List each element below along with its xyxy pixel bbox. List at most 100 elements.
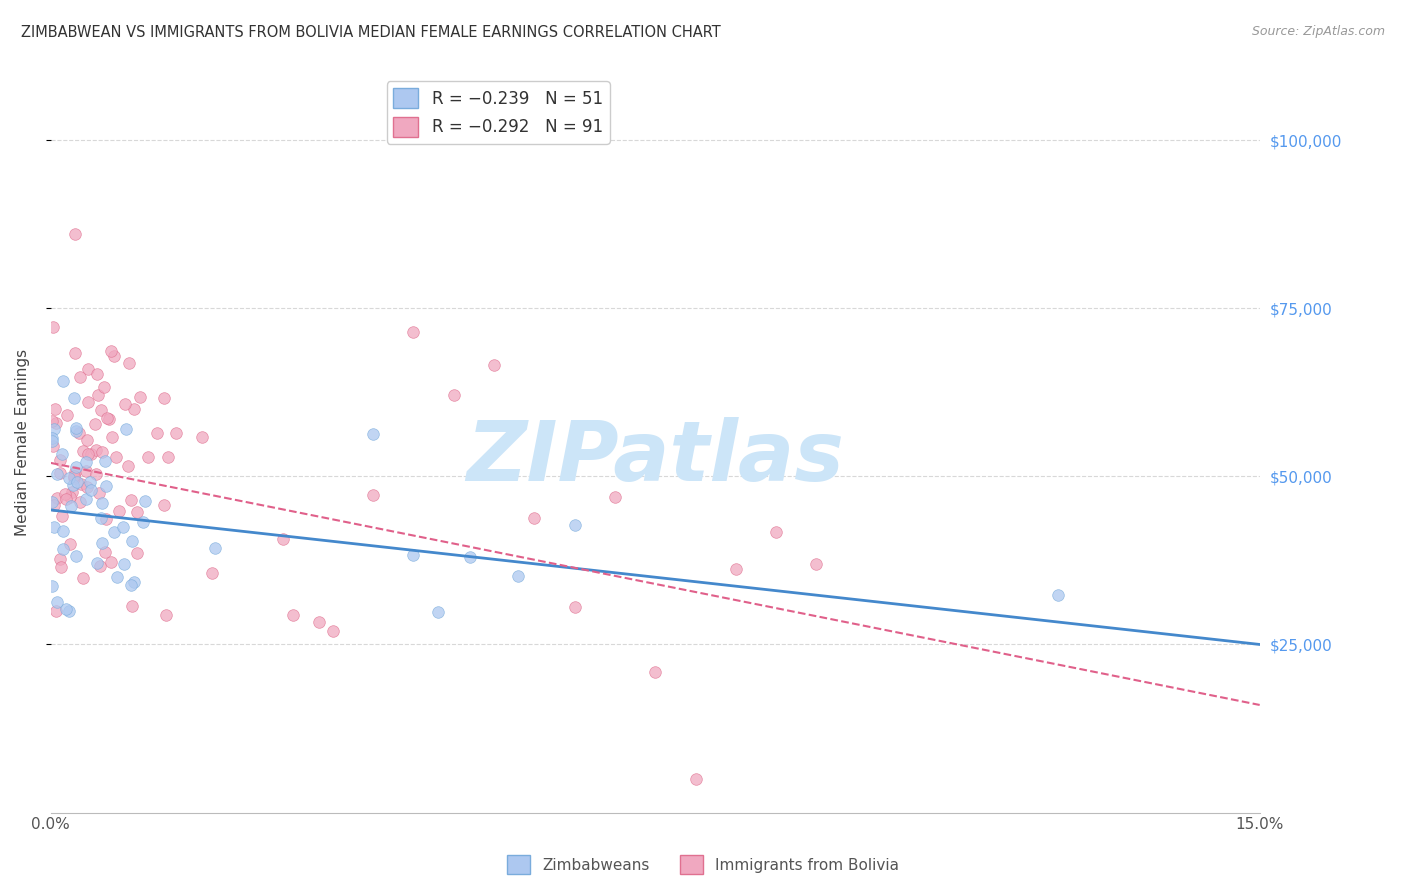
Point bbox=[402, 325, 425, 339]
Point bbox=[458, 549, 481, 564]
Point bbox=[482, 359, 505, 373]
Point bbox=[55, 602, 77, 616]
Point bbox=[134, 494, 156, 508]
Point bbox=[65, 460, 87, 475]
Point bbox=[55, 491, 77, 506]
Point bbox=[41, 434, 63, 449]
Point bbox=[93, 453, 115, 467]
Point bbox=[80, 447, 103, 461]
Point bbox=[58, 604, 80, 618]
Point bbox=[104, 450, 127, 464]
Point bbox=[91, 445, 114, 459]
Point bbox=[508, 569, 530, 583]
Point bbox=[308, 615, 330, 629]
Point bbox=[146, 425, 169, 440]
Point bbox=[426, 605, 449, 619]
Point bbox=[97, 412, 120, 426]
Point bbox=[94, 545, 117, 559]
Point bbox=[45, 416, 67, 430]
Point bbox=[63, 346, 86, 360]
Point bbox=[105, 570, 128, 584]
Text: ZIMBABWEAN VS IMMIGRANTS FROM BOLIVIA MEDIAN FEMALE EARNINGS CORRELATION CHART: ZIMBABWEAN VS IMMIGRANTS FROM BOLIVIA ME… bbox=[21, 25, 721, 40]
Point bbox=[46, 491, 69, 505]
Point bbox=[42, 320, 65, 334]
Point bbox=[79, 475, 101, 490]
Point bbox=[155, 608, 177, 623]
Point bbox=[63, 391, 86, 405]
Point bbox=[204, 541, 226, 555]
Point bbox=[87, 486, 110, 500]
Point bbox=[121, 599, 143, 613]
Point bbox=[118, 356, 141, 370]
Point bbox=[114, 422, 136, 436]
Point bbox=[80, 483, 103, 498]
Point bbox=[69, 495, 91, 509]
Point bbox=[121, 534, 143, 549]
Point bbox=[77, 447, 100, 461]
Point bbox=[87, 388, 110, 402]
Point bbox=[53, 487, 76, 501]
Point bbox=[281, 608, 304, 623]
Point bbox=[77, 395, 100, 409]
Point bbox=[48, 453, 70, 467]
Point bbox=[564, 599, 586, 614]
Text: Source: ZipAtlas.com: Source: ZipAtlas.com bbox=[1251, 25, 1385, 38]
Point bbox=[122, 575, 145, 590]
Legend: Zimbabweans, Immigrants from Bolivia: Zimbabweans, Immigrants from Bolivia bbox=[501, 849, 905, 880]
Point bbox=[644, 665, 666, 680]
Text: ZIPatlas: ZIPatlas bbox=[467, 417, 844, 498]
Point bbox=[361, 488, 384, 502]
Point bbox=[273, 532, 295, 546]
Point bbox=[66, 475, 89, 489]
Point bbox=[41, 414, 63, 428]
Point bbox=[191, 430, 214, 444]
Point bbox=[165, 425, 187, 440]
Point bbox=[60, 484, 83, 499]
Point bbox=[76, 433, 98, 447]
Point bbox=[59, 490, 82, 504]
Point bbox=[103, 524, 125, 539]
Point bbox=[322, 624, 344, 638]
Point bbox=[63, 470, 86, 484]
Point bbox=[51, 509, 73, 524]
Point bbox=[46, 467, 69, 481]
Point bbox=[59, 537, 82, 551]
Point bbox=[100, 555, 122, 569]
Legend: R = −0.239   N = 51, R = −0.292   N = 91: R = −0.239 N = 51, R = −0.292 N = 91 bbox=[387, 81, 610, 144]
Point bbox=[63, 465, 86, 479]
Point bbox=[62, 469, 84, 483]
Point bbox=[84, 443, 107, 458]
Point bbox=[111, 520, 134, 534]
Point bbox=[117, 459, 139, 474]
Point bbox=[69, 369, 91, 384]
Point bbox=[51, 560, 73, 574]
Point bbox=[65, 549, 87, 563]
Point bbox=[603, 490, 626, 504]
Point bbox=[62, 478, 84, 492]
Point bbox=[90, 511, 112, 525]
Point bbox=[55, 408, 77, 422]
Point bbox=[201, 566, 224, 581]
Point bbox=[122, 402, 145, 417]
Point bbox=[125, 546, 148, 560]
Point bbox=[120, 493, 142, 508]
Point bbox=[49, 466, 72, 480]
Point bbox=[132, 515, 155, 529]
Point bbox=[100, 343, 122, 358]
Point bbox=[96, 410, 118, 425]
Point bbox=[523, 510, 546, 524]
Point bbox=[67, 425, 90, 440]
Point bbox=[41, 580, 63, 594]
Point bbox=[41, 495, 63, 509]
Point bbox=[157, 450, 180, 464]
Point bbox=[685, 772, 707, 786]
Point bbox=[129, 390, 152, 404]
Point bbox=[52, 524, 75, 538]
Point bbox=[84, 417, 107, 432]
Point bbox=[127, 504, 149, 518]
Point bbox=[58, 471, 80, 485]
Point bbox=[443, 388, 465, 402]
Point bbox=[402, 549, 425, 563]
Point bbox=[42, 422, 65, 436]
Point bbox=[94, 479, 117, 493]
